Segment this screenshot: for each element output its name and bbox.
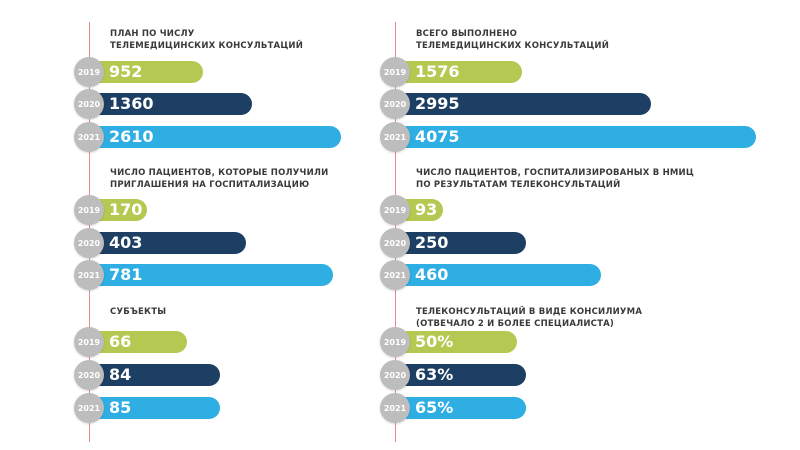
data-label: 93 bbox=[415, 200, 438, 219]
data-label: 2995 bbox=[415, 94, 460, 113]
data-label: 63% bbox=[415, 365, 454, 384]
data-label: 50% bbox=[415, 332, 454, 351]
data-label: 781 bbox=[109, 265, 143, 284]
bar-2019: 170 bbox=[89, 199, 147, 221]
year-badge: 2020 bbox=[380, 89, 410, 119]
year-badge: 2020 bbox=[74, 360, 104, 390]
data-label: 460 bbox=[415, 265, 449, 284]
year-badge: 2021 bbox=[74, 122, 104, 152]
chart-title: СУБЪЕКТЫ bbox=[110, 307, 167, 317]
chart-title: ЧИСЛО ПАЦИЕНТОВ, ГОСПИТАЛИЗИРОВАНЫХ В НМ… bbox=[416, 168, 694, 190]
year-badge: 2019 bbox=[380, 195, 410, 225]
year-badge: 2019 bbox=[380, 57, 410, 87]
data-label: 1360 bbox=[109, 94, 154, 113]
bar-2021: 65% bbox=[395, 397, 526, 419]
data-label: 952 bbox=[109, 62, 143, 81]
bar-2019: 66 bbox=[89, 331, 187, 353]
data-label: 84 bbox=[109, 365, 132, 384]
chart-title: ВСЕГО ВЫПОЛНЕНО ТЕЛЕМЕДИЦИНСКИХ КОНСУЛЬТ… bbox=[416, 29, 610, 51]
bar-2020: 84 bbox=[89, 364, 220, 386]
year-badge: 2020 bbox=[380, 360, 410, 390]
data-label: 85 bbox=[109, 398, 132, 417]
bar-2020: 403 bbox=[89, 232, 246, 254]
data-label: 250 bbox=[415, 233, 449, 252]
bar-2021: 4075 bbox=[395, 126, 756, 148]
year-badge: 2020 bbox=[74, 228, 104, 258]
bar-2020: 2995 bbox=[395, 93, 651, 115]
data-label: 4075 bbox=[415, 127, 460, 146]
bar-2019: 1576 bbox=[395, 61, 522, 83]
bar-2019: 50% bbox=[395, 331, 517, 353]
year-badge: 2021 bbox=[74, 260, 104, 290]
bar-2021: 2610 bbox=[89, 126, 341, 148]
bar-2020: 1360 bbox=[89, 93, 252, 115]
data-label: 170 bbox=[109, 200, 143, 219]
year-badge: 2019 bbox=[74, 57, 104, 87]
year-badge: 2021 bbox=[380, 122, 410, 152]
data-label: 403 bbox=[109, 233, 143, 252]
bar-2021: 781 bbox=[89, 264, 333, 286]
year-badge: 2021 bbox=[380, 393, 410, 423]
bar-2021: 460 bbox=[395, 264, 601, 286]
year-badge: 2020 bbox=[74, 89, 104, 119]
bar-2020: 250 bbox=[395, 232, 526, 254]
data-label: 65% bbox=[415, 398, 454, 417]
year-badge: 2019 bbox=[380, 327, 410, 357]
bar-2020: 63% bbox=[395, 364, 526, 386]
data-label: 1576 bbox=[415, 62, 460, 81]
chart-title: ПЛАН ПО ЧИСЛУ ТЕЛЕМЕДИЦИНСКИХ КОНСУЛЬТАЦ… bbox=[110, 29, 304, 51]
chart-title: ЧИСЛО ПАЦИЕНТОВ, КОТОРЫЕ ПОЛУЧИЛИ ПРИГЛА… bbox=[110, 168, 329, 190]
year-badge: 2021 bbox=[74, 393, 104, 423]
bar-2021: 85 bbox=[89, 397, 220, 419]
year-badge: 2020 bbox=[380, 228, 410, 258]
year-badge: 2021 bbox=[380, 260, 410, 290]
data-label: 2610 bbox=[109, 127, 154, 146]
data-label: 66 bbox=[109, 332, 132, 351]
year-badge: 2019 bbox=[74, 327, 104, 357]
year-badge: 2019 bbox=[74, 195, 104, 225]
chart-title: ТЕЛЕКОНСУЛЬТАЦИЙ В ВИДЕ КОНСИЛИУМА (ОТВЕ… bbox=[416, 307, 643, 329]
bar-2019: 952 bbox=[89, 61, 203, 83]
